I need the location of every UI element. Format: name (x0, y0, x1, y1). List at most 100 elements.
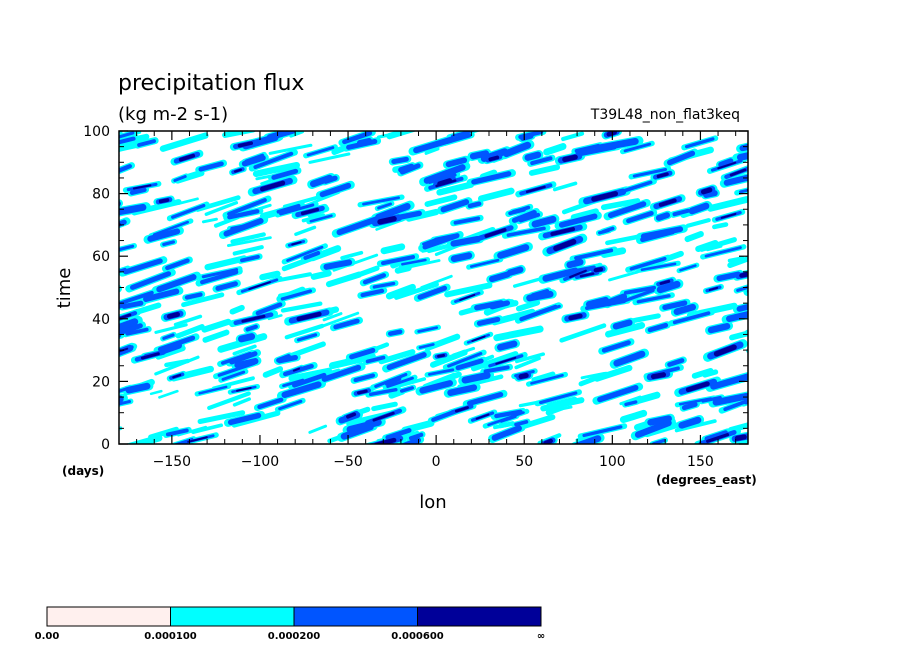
precip-streak (301, 213, 326, 223)
y-tick-label: 100 (83, 124, 110, 140)
precip-core (440, 199, 470, 213)
precip-core (372, 281, 396, 289)
precip-streak (195, 195, 241, 212)
precip-core (401, 258, 427, 266)
precip-core (377, 202, 392, 210)
precip-max (236, 386, 252, 392)
precip-core (636, 294, 671, 304)
precip-core (739, 143, 748, 152)
precip-core (723, 174, 748, 186)
precip-streak (684, 231, 704, 243)
precip-core (678, 416, 702, 429)
precip-core (296, 333, 318, 342)
precip-streak (746, 286, 748, 293)
precip-streak (310, 270, 332, 280)
precip-core (125, 327, 149, 336)
precip-streak (328, 352, 376, 370)
precip-max (717, 161, 737, 170)
precip-core (255, 302, 283, 316)
precip-streak (175, 324, 205, 339)
precip-core (356, 137, 372, 146)
precip-core (480, 148, 509, 162)
precip-streak (340, 250, 364, 260)
precip-streak (686, 302, 738, 319)
precip-core (428, 368, 455, 376)
precip-core (349, 347, 376, 360)
precip-core (143, 288, 180, 303)
precip-core (282, 378, 305, 388)
precip-core (253, 151, 294, 169)
precip-core (422, 238, 437, 246)
precip-core (601, 340, 631, 353)
precip-core (427, 173, 457, 184)
precip-core (119, 318, 139, 332)
precip-core (574, 143, 601, 153)
precip-streak (580, 371, 606, 380)
precip-streak (674, 419, 717, 433)
precip-core (257, 397, 284, 410)
precip-max (659, 279, 671, 285)
precip-streak (231, 410, 281, 428)
precip-streak (744, 329, 748, 335)
precip-max (377, 216, 397, 225)
precip-core (511, 209, 537, 223)
precip-max (591, 191, 619, 202)
precip-core (399, 386, 414, 393)
precip-streak (402, 430, 419, 438)
precip-streak (88, 402, 115, 409)
precip-core (384, 376, 402, 386)
precip-core (119, 164, 132, 173)
precip-core (530, 156, 553, 166)
precip-streak (405, 208, 440, 222)
precip-core (662, 300, 688, 311)
precip-core (121, 300, 144, 309)
precip-core (623, 285, 656, 295)
precip-streak (201, 318, 232, 333)
precip-max (454, 406, 469, 413)
precip-streak (424, 333, 461, 351)
precip-streak (119, 199, 123, 208)
precip-streak (325, 271, 363, 288)
precip-core (229, 351, 258, 365)
precip-core (558, 213, 598, 228)
precip-max (685, 381, 710, 393)
precip-core (119, 267, 127, 274)
colorbar-swatch (293, 606, 418, 627)
precip-core (623, 142, 652, 153)
precip-core (419, 380, 453, 394)
precip-streak (444, 282, 493, 298)
precip-core (759, 148, 772, 153)
precip-core (200, 269, 239, 285)
precip-streak (552, 181, 578, 192)
precip-streak (148, 426, 179, 440)
precip-core (280, 289, 313, 301)
precip-streak (191, 423, 224, 435)
precip-field (88, 131, 772, 444)
precip-max (237, 141, 254, 148)
precip-streak (119, 145, 122, 153)
precip-core (241, 155, 266, 167)
precip-core (240, 254, 260, 263)
precip-core (165, 258, 190, 271)
precip-max (158, 198, 170, 204)
colorbar-swatch (46, 606, 171, 627)
precip-max (569, 269, 587, 279)
precip-streak (559, 323, 607, 343)
precip-streak (605, 322, 646, 338)
precip-core (418, 343, 435, 349)
precip-max (518, 372, 529, 380)
precip-max (525, 185, 546, 194)
precip-max (296, 311, 322, 322)
precip-core (152, 220, 189, 236)
precip-max (437, 178, 453, 186)
precip-core (469, 150, 490, 160)
precip-core (595, 137, 639, 152)
precip-core (119, 386, 130, 393)
precip-core (119, 131, 135, 139)
colorbar-swatch (417, 606, 542, 627)
y-tick-label: 20 (92, 374, 110, 390)
y-tick-label: 0 (101, 437, 110, 453)
precip-core (667, 358, 685, 367)
colorbar-label: 0.000200 (268, 631, 321, 642)
precip-core (147, 228, 181, 242)
